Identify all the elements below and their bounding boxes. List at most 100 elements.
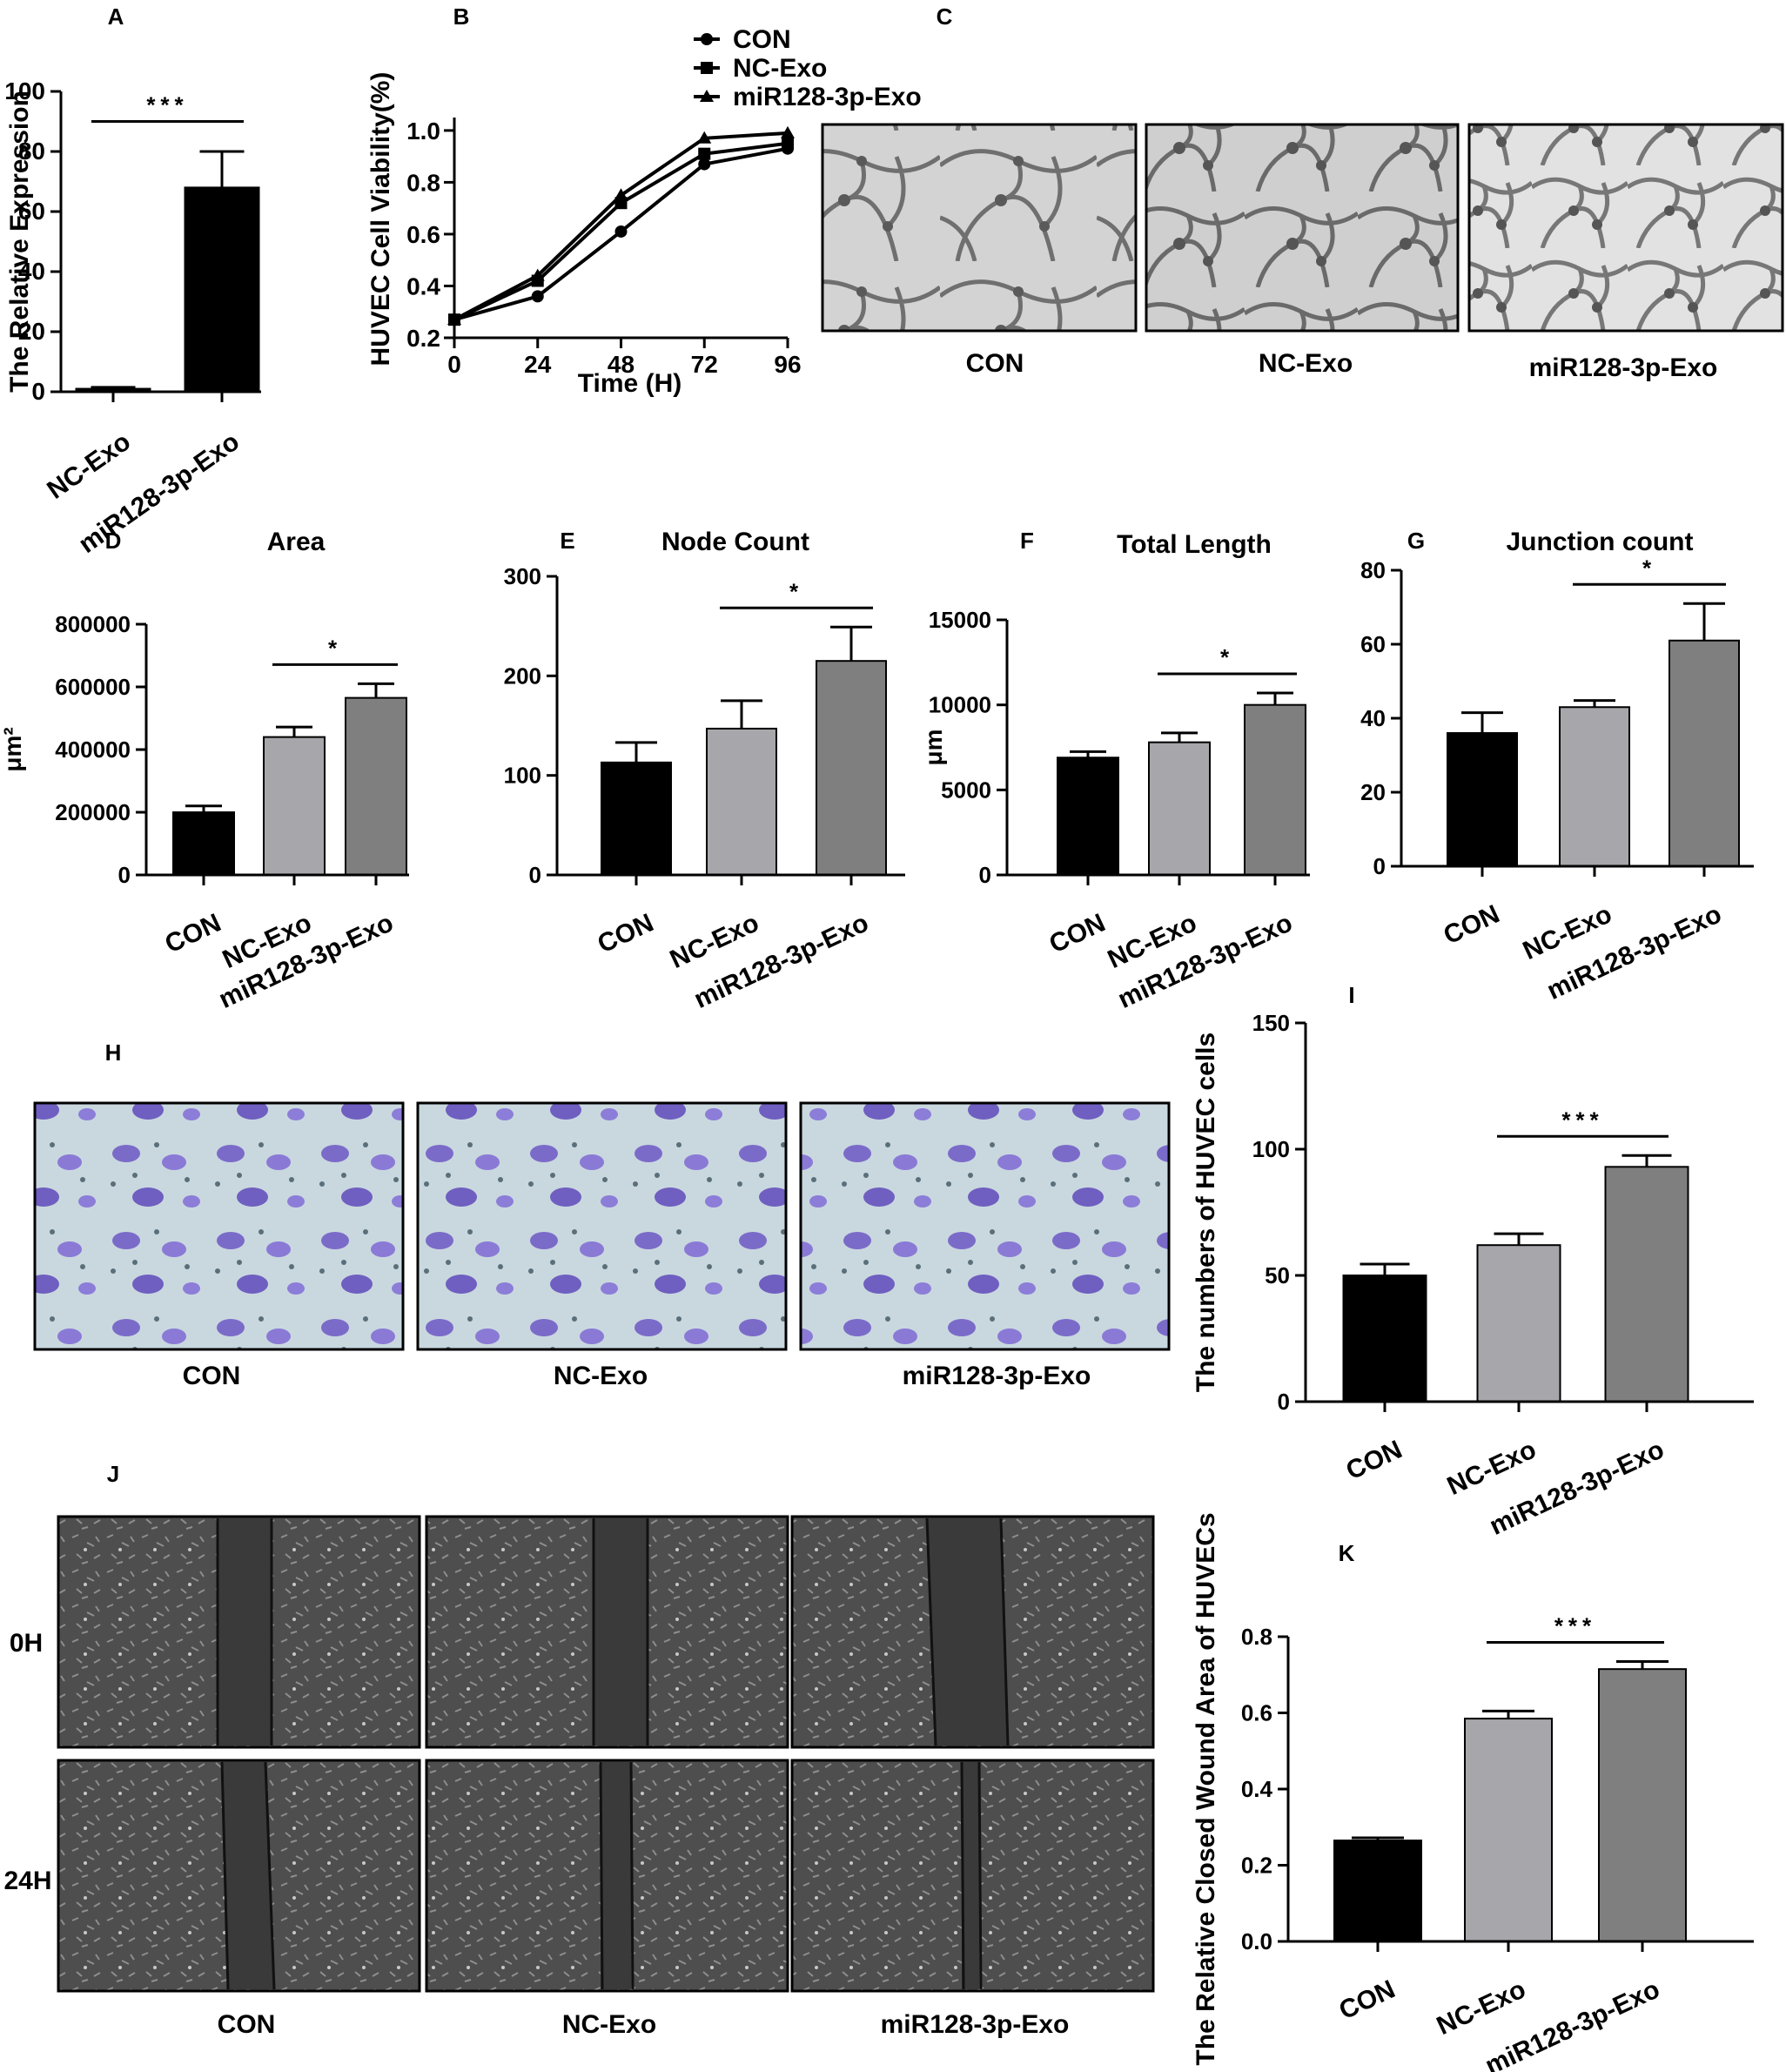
y-tick-label: 600000	[55, 674, 131, 700]
transwell-image-mir128-exo	[799, 1101, 1171, 1351]
tube-image-nc-exo	[1145, 123, 1460, 333]
bar	[184, 186, 260, 393]
bar	[1244, 703, 1306, 877]
y-tick-label: 100	[1252, 1136, 1290, 1162]
x-tick-label: NC-Exo	[42, 427, 136, 505]
panel-letter-i: I	[1348, 982, 1354, 1008]
bar	[1342, 1275, 1427, 1403]
x-tick-label: 48	[608, 351, 634, 378]
wound-label-con: CON	[218, 2010, 276, 2039]
bar	[1668, 639, 1740, 867]
tube-formation-images: CON NC-Exo miR128-3p-Exo	[821, 123, 1784, 382]
bar	[263, 736, 326, 876]
panel-letter-k: K	[1339, 1540, 1355, 1566]
y-tick-label: 40	[1360, 705, 1386, 731]
bar	[1476, 1244, 1561, 1403]
transwell-images: CON NC-Exo miR128-3p-Exo	[33, 1101, 1171, 1390]
legend-label: miR128-3p-Exo	[733, 83, 922, 111]
wound-label-nc-exo: NC-Exo	[562, 2010, 656, 2039]
y-tick-label: 20	[18, 318, 45, 345]
tube-image-con	[821, 123, 1138, 333]
y-axis-label: The Relative Closed Wound Area of HUVECs	[1192, 1512, 1220, 2065]
legend-label: CON	[733, 25, 791, 54]
transwell-image-nc-exo	[416, 1101, 788, 1351]
tube-image-mir128-exo	[1467, 123, 1784, 333]
legend-marker	[701, 62, 713, 74]
panel-letter-b: B	[453, 3, 470, 30]
chart-cell-viability: 0.2 0.4 0.6 0.8 1.0 0 24 48 72 96 Time (H) HUVEC Ce…	[366, 25, 922, 398]
significance-label: *	[1220, 644, 1234, 670]
y-tick-label: 0.2	[1241, 1853, 1272, 1879]
x-tick-label: CON	[1045, 908, 1110, 959]
panel-letter-e: E	[560, 528, 574, 554]
y-tick-label: 5000	[941, 777, 991, 803]
y-tick-label: 20	[1360, 779, 1386, 805]
chart-total-length: 050001000015000CONNC-ExomiR128-3p-Exo*To…	[920, 530, 1310, 1014]
x-tick-label: CON	[1335, 1974, 1400, 2025]
y-tick-label: 0	[31, 378, 45, 405]
x-axis-label: Time (H)	[578, 369, 682, 398]
y-tick-label: 800000	[55, 611, 131, 637]
tube-label-con: CON	[966, 349, 1024, 378]
x-tick-label: CON	[594, 908, 658, 959]
data-point	[781, 125, 795, 138]
wound-images: 0H 24H CON NC-Exo miR128-3p-Exo	[3, 1515, 1155, 2039]
x-tick-label: NC-Exo	[1443, 1435, 1541, 1501]
panel-letter-d: D	[105, 528, 122, 554]
panel-letter-g: G	[1407, 528, 1425, 554]
y-tick-label: 0.2	[406, 325, 440, 352]
bar	[172, 811, 235, 876]
y-tick-label: 0.8	[406, 169, 440, 196]
chart-title: Node Count	[661, 528, 809, 556]
transwell-image-con	[33, 1101, 405, 1351]
bar	[1604, 1166, 1689, 1403]
y-axis-label: The numbers of HUVEC cells	[1192, 1033, 1220, 1392]
panel-letter-c: C	[937, 3, 953, 30]
y-tick-label: 0	[118, 862, 131, 888]
data-point	[698, 147, 711, 160]
y-tick-label: 0	[979, 862, 991, 888]
y-tick-label: 0	[1373, 853, 1386, 879]
transwell-label-mir128-exo: miR128-3p-Exo	[903, 1362, 1091, 1390]
y-tick-label: 60	[1360, 631, 1386, 657]
wound-label-mir128-exo: miR128-3p-Exo	[881, 2010, 1070, 2039]
bar	[1447, 732, 1518, 867]
y-tick-label: 0	[529, 862, 541, 888]
legend-label: NC-Exo	[733, 54, 827, 83]
y-axis-label: The Relative Expression	[5, 91, 34, 393]
y-tick-label: 80	[1360, 557, 1386, 583]
chart-title: Area	[267, 528, 326, 556]
legend-marker	[700, 90, 714, 102]
data-point	[530, 268, 545, 281]
x-tick-label: NC-Exo	[1433, 1974, 1530, 2041]
bar	[1148, 741, 1211, 877]
y-tick-label: 0.4	[1241, 1776, 1273, 1802]
tube-label-mir128-exo: miR128-3p-Exo	[1529, 353, 1718, 382]
significance-label: ***	[1554, 1612, 1596, 1638]
data-point	[447, 313, 461, 326]
data-point	[698, 158, 711, 171]
x-tick-label: CON	[1342, 1435, 1407, 1485]
transwell-label-con: CON	[183, 1362, 241, 1390]
bar	[345, 696, 407, 876]
panel-letter-h: H	[105, 1039, 122, 1066]
y-tick-label: 60	[18, 198, 45, 225]
transwell-label-nc-exo: NC-Exo	[554, 1362, 648, 1390]
y-tick-label: 40	[18, 258, 45, 285]
bar	[706, 727, 777, 876]
panel-letter-f: F	[1020, 528, 1034, 554]
bar	[1333, 1840, 1422, 1942]
y-tick-label: 300	[504, 563, 541, 589]
panel-letter-j: J	[107, 1461, 119, 1487]
significance-label: ***	[146, 92, 188, 118]
significance-label: *	[328, 635, 342, 661]
y-axis-label: HUVEC Cell Viability(%)	[366, 72, 395, 367]
x-tick-label: 0	[447, 351, 461, 378]
y-tick-label: 1.0	[406, 118, 440, 145]
bar	[1464, 1718, 1553, 1942]
